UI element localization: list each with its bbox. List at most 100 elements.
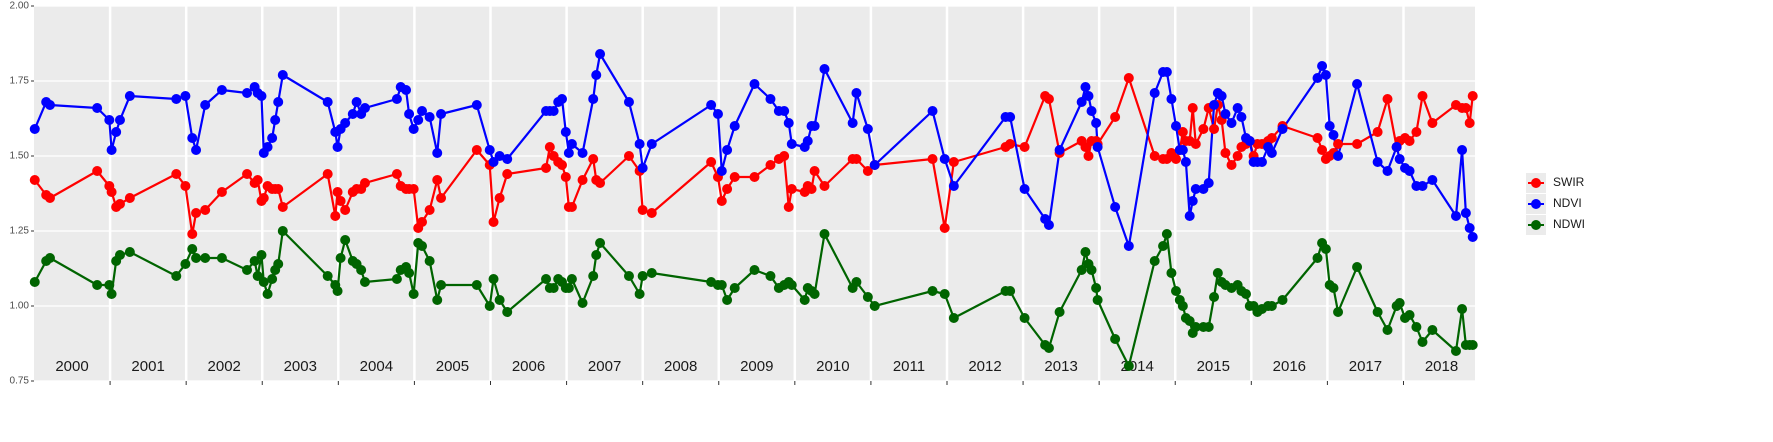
data-point: [1076, 97, 1087, 107]
data-point: [939, 289, 950, 299]
data-point: [484, 301, 495, 311]
data-point: [809, 121, 820, 131]
data-point: [187, 244, 198, 254]
data-point: [1457, 304, 1468, 314]
data-point: [1086, 265, 1097, 275]
data-point: [948, 181, 959, 191]
year-label: 2004: [360, 358, 393, 375]
data-point: [92, 166, 103, 176]
data-point: [577, 148, 588, 158]
data-point: [1464, 118, 1475, 128]
data-point: [1333, 307, 1344, 317]
data-point: [716, 280, 727, 290]
data-point: [749, 172, 760, 182]
data-point: [819, 181, 830, 191]
data-point: [634, 139, 645, 149]
data-point: [1450, 211, 1461, 221]
data-point: [216, 187, 227, 197]
data-point: [1184, 211, 1195, 221]
data-point: [851, 277, 862, 287]
y-tick-label: 1.75: [10, 76, 30, 87]
data-point: [359, 277, 370, 287]
data-point: [1404, 310, 1415, 320]
data-point: [44, 193, 55, 203]
data-point: [1149, 256, 1160, 266]
data-point: [765, 271, 776, 281]
data-point: [1076, 265, 1087, 275]
data-point: [1232, 151, 1243, 161]
data-point: [340, 205, 351, 215]
data-point: [1161, 229, 1172, 239]
data-point: [258, 277, 269, 287]
data-point: [637, 163, 648, 173]
data-point: [646, 208, 657, 218]
data-point: [541, 163, 552, 173]
data-point: [1427, 325, 1438, 335]
data-point: [1170, 121, 1181, 131]
data-point: [216, 85, 227, 95]
data-point: [1110, 202, 1121, 212]
data-point: [258, 193, 269, 203]
data-point: [1226, 118, 1237, 128]
data-point: [249, 256, 260, 266]
data-point: [566, 274, 577, 284]
data-point: [273, 259, 284, 269]
data-point: [1328, 130, 1339, 140]
data-point: [424, 205, 435, 215]
data-point: [1220, 148, 1231, 158]
data-point: [819, 64, 830, 74]
data-point: [124, 193, 135, 203]
data-point: [557, 160, 568, 170]
data-point: [939, 223, 950, 233]
data-point: [408, 124, 419, 134]
data-point: [171, 169, 182, 179]
data-point: [1232, 103, 1243, 113]
data-point: [1019, 313, 1030, 323]
data-point: [171, 94, 182, 104]
data-point: [494, 151, 505, 161]
data-point: [187, 133, 198, 143]
data-point: [786, 184, 797, 194]
data-point: [1266, 148, 1277, 158]
data-point: [1091, 118, 1102, 128]
data-point: [799, 295, 810, 305]
data-point: [1352, 79, 1363, 89]
data-point: [1320, 244, 1331, 254]
data-point: [1110, 112, 1121, 122]
data-point: [765, 94, 776, 104]
data-point: [847, 118, 858, 128]
data-point: [408, 289, 419, 299]
data-point: [1170, 286, 1181, 296]
data-point: [44, 100, 55, 110]
data-point: [802, 136, 813, 146]
data-point: [106, 145, 117, 155]
year-label: 2000: [55, 358, 88, 375]
data-point: [1005, 112, 1016, 122]
data-point: [1317, 145, 1328, 155]
data-point: [591, 250, 602, 260]
data-point: [1411, 322, 1422, 332]
data-point: [180, 259, 191, 269]
year-label: 2009: [740, 358, 773, 375]
data-point: [1054, 145, 1065, 155]
data-point: [408, 184, 419, 194]
data-point: [1080, 247, 1091, 257]
data-point: [277, 202, 288, 212]
data-point: [1190, 139, 1201, 149]
data-point: [1166, 268, 1177, 278]
data-point: [927, 154, 938, 164]
data-point: [1123, 361, 1134, 371]
data-point: [1083, 151, 1094, 161]
data-point: [1123, 73, 1134, 83]
data-point: [502, 169, 513, 179]
data-point: [1460, 103, 1471, 113]
data-point: [1324, 121, 1335, 131]
data-point: [424, 256, 435, 266]
data-point: [588, 154, 599, 164]
data-point: [356, 265, 367, 275]
data-point: [252, 271, 263, 281]
data-point: [262, 142, 273, 152]
data-point: [1382, 94, 1393, 104]
data-point: [1209, 124, 1220, 134]
year-label: 2012: [968, 358, 1001, 375]
